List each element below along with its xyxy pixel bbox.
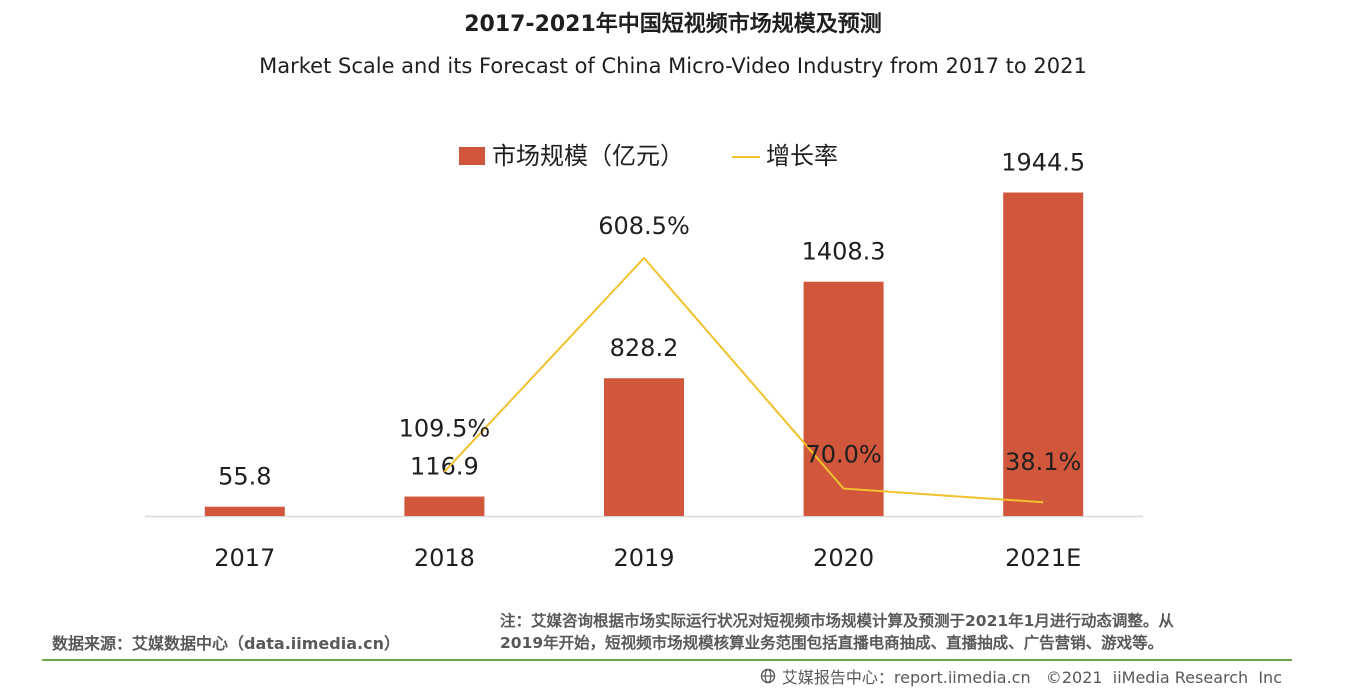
growth-label-2019: 608.5% (598, 212, 690, 240)
growth-label-2018: 109.5% (399, 415, 491, 443)
x-tick-2018: 2018 (414, 544, 475, 572)
bar-label-2020: 1408.3 (802, 238, 886, 266)
footnote: 注：艾媒咨询根据市场实际运行状况对短视频市场规模计算及预测于2021年1月进行动… (500, 610, 1290, 654)
x-tick-2020: 2020 (813, 544, 874, 572)
growth-rate-line (444, 258, 1043, 502)
chart-area: 55.8 116.9 828.2 1408.3 1944.5 109.5% 608.5% 70… (0, 0, 1346, 600)
x-tick-2017: 2017 (214, 544, 275, 572)
bar-2018 (404, 497, 484, 516)
bar-label-2017: 55.8 (218, 463, 271, 491)
legend-label-line: 增长率 (766, 142, 838, 170)
bar-label-2021E: 1944.5 (1001, 149, 1085, 177)
bar-label-2018: 116.9 (410, 453, 479, 481)
footer-brand: 艾媒报告中心：report.iimedia.cn ©2021 iiMedia R… (760, 664, 1282, 688)
growth-label-2020: 70.0% (805, 441, 881, 469)
brand-text: 艾媒报告中心：report.iimedia.cn ©2021 iiMedia R… (782, 664, 1282, 688)
growth-label-2021E: 38.1% (1005, 448, 1081, 476)
globe-icon (760, 668, 776, 684)
bar-2019 (604, 378, 684, 516)
x-tick-2019: 2019 (613, 544, 674, 572)
data-source: 数据来源：艾媒数据中心（data.iimedia.cn） (52, 630, 400, 654)
bar-2020 (804, 282, 884, 516)
bar-2017 (205, 507, 285, 516)
footer-divider (42, 659, 1292, 661)
legend-swatch-bar (459, 147, 485, 165)
x-tick-2021E: 2021E (1005, 544, 1081, 572)
legend-label-bar: 市场规模（亿元） (492, 142, 684, 170)
bar-label-2019: 828.2 (610, 334, 679, 362)
